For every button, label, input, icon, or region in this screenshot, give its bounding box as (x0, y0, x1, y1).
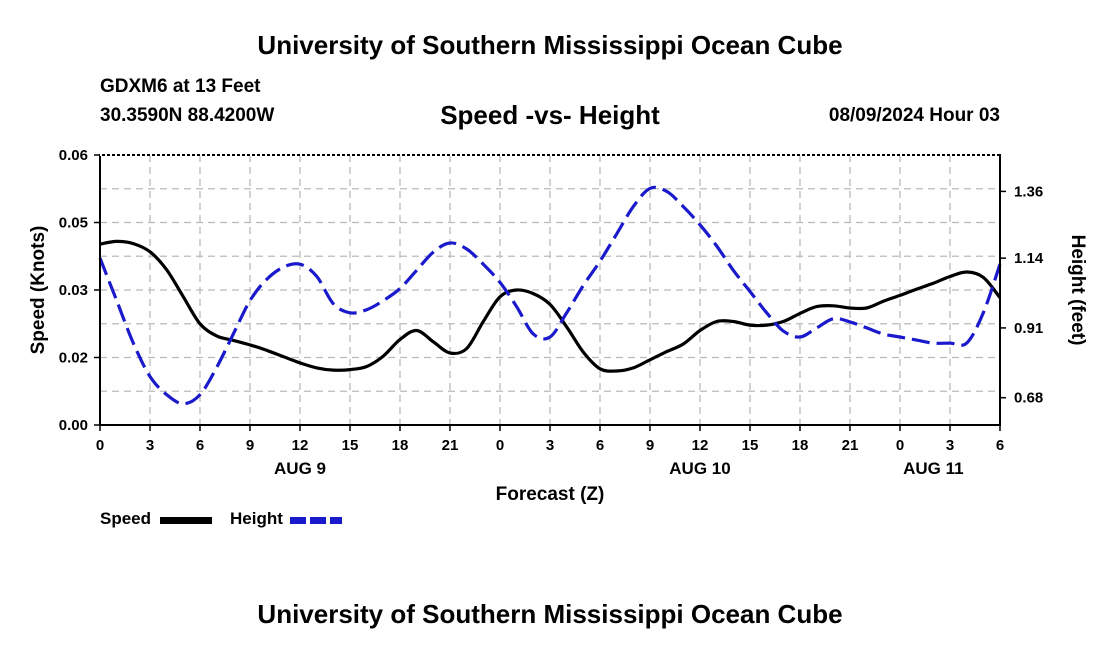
x-tick-label: 3 (946, 437, 954, 454)
x-tick-label: 12 (292, 437, 309, 454)
legend-speed-label: Speed (100, 509, 152, 528)
y-right-tick-label: 0.68 (1014, 390, 1043, 407)
x-tick-label: 21 (442, 437, 459, 454)
y-left-tick-label: 0.05 (59, 215, 88, 232)
x-tick-label: 9 (246, 437, 254, 454)
y-axis-right-label: Height (feet) (1067, 235, 1088, 346)
x-tick-label: 6 (596, 437, 604, 454)
x-tick-label: 0 (496, 437, 504, 454)
x-tick-label: 21 (842, 437, 859, 454)
x-tick-label: 15 (742, 437, 759, 454)
speed-series-line (99, 239, 1002, 373)
height-series-line (98, 185, 1002, 406)
y-left-tick-label: 0.03 (59, 282, 88, 299)
x-tick-label: 9 (646, 437, 654, 454)
y-axis-left-label: Speed (Knots) (28, 226, 49, 355)
coordinates-label: 30.3590N 88.4200W (100, 105, 275, 126)
legend-speed-swatch (160, 517, 212, 524)
y-right-tick-label: 1.14 (1014, 250, 1044, 267)
footer-title: University of Southern Mississippi Ocean… (257, 599, 843, 629)
date-label: AUG 9 (274, 459, 326, 478)
x-tick-label: 18 (792, 437, 809, 454)
x-tick-label: 3 (146, 437, 154, 454)
x-axis-label: Forecast (Z) (496, 484, 605, 505)
x-tick-label: 3 (546, 437, 554, 454)
speed-height-chart: 0 3 6 9 12 15 18 21 0 3 6 9 12 15 18 21 0 3 6 0.00 0.02 0.03 0… (28, 147, 1088, 505)
x-tick-label: 12 (692, 437, 709, 454)
x-tick-label: 18 (392, 437, 409, 454)
x-tick-label: 0 (96, 437, 104, 454)
y-left-tick-label: 0.06 (59, 147, 88, 164)
y-right-tick-label: 1.36 (1014, 183, 1043, 200)
chart-subtitle: Speed -vs- Height (440, 100, 660, 130)
date-label: AUG 11 (903, 459, 963, 478)
y-right-tick-label: 0.91 (1014, 320, 1043, 337)
date-label: AUG 10 (669, 459, 730, 478)
chart-title: University of Southern Mississippi Ocean… (257, 30, 843, 60)
x-tick-label: 6 (996, 437, 1004, 454)
legend-height-label: Height (230, 509, 283, 528)
y-left-tick-label: 0.02 (59, 350, 88, 367)
x-tick-label: 15 (342, 437, 359, 454)
legend-height-swatch (290, 517, 342, 524)
station-label: GDXM6 at 13 Feet (100, 76, 261, 97)
x-tick-label: 0 (896, 437, 904, 454)
x-tick-label: 6 (196, 437, 204, 454)
y-left-tick-label: 0.00 (59, 417, 88, 434)
forecast-datetime: 08/09/2024 Hour 03 (828, 105, 1000, 126)
